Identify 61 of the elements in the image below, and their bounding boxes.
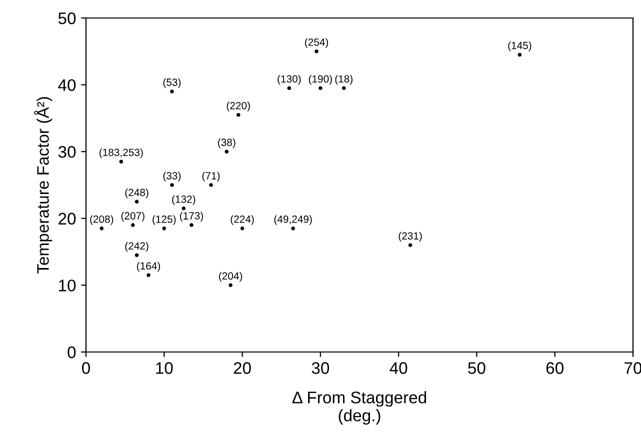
point xyxy=(182,206,186,210)
y-tick-label: 40 xyxy=(58,79,76,92)
y-tick-label: 30 xyxy=(58,146,76,158)
point xyxy=(236,112,240,117)
x-tick-label: 20 xyxy=(234,362,251,374)
y-tick-label: 20 xyxy=(58,212,76,225)
point xyxy=(342,86,346,90)
point xyxy=(162,226,166,230)
annotation: (71) xyxy=(202,172,220,182)
y-tick-label: 0 xyxy=(68,346,76,358)
annotation: (248) xyxy=(125,188,148,198)
annotation: (164) xyxy=(137,262,160,272)
point xyxy=(240,226,244,230)
annotation: (204) xyxy=(219,272,242,282)
annotation: (173) xyxy=(180,212,204,222)
x-tick-label: 50 xyxy=(468,362,486,374)
point xyxy=(291,226,295,230)
point xyxy=(318,86,322,90)
x-tick-label: 40 xyxy=(390,362,408,374)
point xyxy=(314,50,318,54)
point xyxy=(190,223,194,227)
point xyxy=(130,223,135,227)
point xyxy=(518,52,522,57)
x-tick-label: 10 xyxy=(156,362,173,374)
point xyxy=(100,226,104,230)
y-tick-label: 10 xyxy=(59,280,76,292)
annotation: (208) xyxy=(90,215,114,225)
y-tick-label: 50 xyxy=(58,12,76,24)
x-axis-title: Δ From Staggered (deg.) xyxy=(292,391,426,425)
x-tick-label: 0 xyxy=(82,362,90,374)
point xyxy=(134,200,139,204)
y-axis-title: Temperature Factor (Å²) xyxy=(34,97,52,274)
annotation: (231) xyxy=(398,232,422,242)
annotation: (132) xyxy=(172,195,196,205)
annotation: (53) xyxy=(163,78,181,88)
point xyxy=(119,160,124,164)
annotation: (224) xyxy=(230,215,254,225)
point xyxy=(209,183,213,187)
point xyxy=(170,183,174,187)
point xyxy=(408,243,412,248)
annotation: (130) xyxy=(278,74,301,85)
annotation: (254) xyxy=(305,38,328,48)
annotation: (145) xyxy=(508,42,532,52)
annotation: (49,249) xyxy=(274,215,312,225)
annotation: (33) xyxy=(163,172,181,182)
point xyxy=(146,273,150,278)
annotation: (38) xyxy=(218,138,236,148)
annotation: (190) xyxy=(308,74,332,85)
annotation: (220) xyxy=(226,102,250,112)
point xyxy=(228,283,232,288)
x-tick-label: 30 xyxy=(312,362,330,374)
point xyxy=(287,86,292,90)
point xyxy=(224,150,229,154)
point xyxy=(170,90,174,94)
annotation: (183,253) xyxy=(100,148,143,158)
annotation: (207) xyxy=(121,212,144,222)
annotation: (125) xyxy=(152,215,176,225)
x-tick-label: 60 xyxy=(546,362,564,374)
annotation: (18) xyxy=(335,74,352,85)
annotation: (242) xyxy=(125,242,148,252)
point xyxy=(134,253,139,258)
